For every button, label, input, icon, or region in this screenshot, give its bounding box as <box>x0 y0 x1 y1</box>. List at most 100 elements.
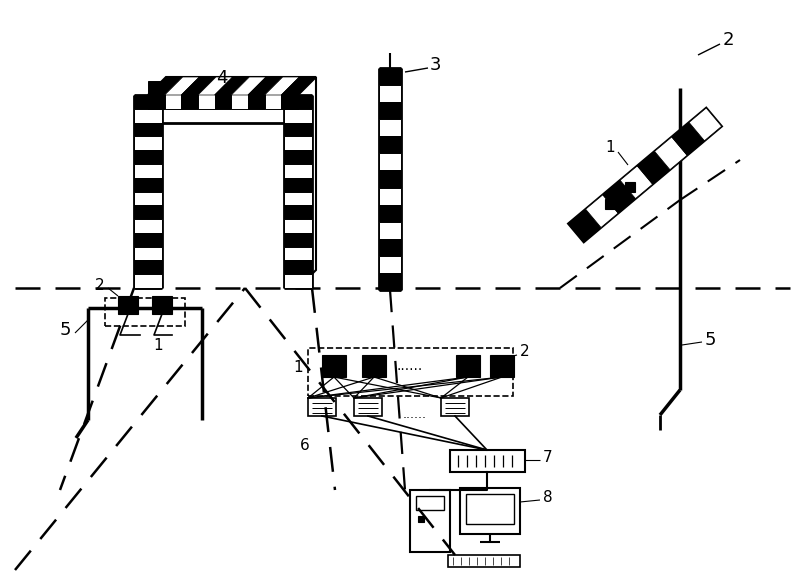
Polygon shape <box>282 81 298 109</box>
Polygon shape <box>284 109 312 122</box>
Polygon shape <box>134 122 162 137</box>
Polygon shape <box>603 180 635 213</box>
Polygon shape <box>134 164 162 178</box>
Polygon shape <box>284 137 312 150</box>
Polygon shape <box>148 77 316 95</box>
Polygon shape <box>284 178 312 192</box>
Bar <box>626 182 635 192</box>
Polygon shape <box>214 81 231 109</box>
Polygon shape <box>379 171 401 188</box>
Text: 2: 2 <box>520 345 530 359</box>
Text: 5: 5 <box>704 331 716 349</box>
Polygon shape <box>672 122 705 155</box>
Bar <box>450 450 525 472</box>
Polygon shape <box>182 77 216 95</box>
Bar <box>354 398 382 416</box>
Polygon shape <box>284 95 312 109</box>
Polygon shape <box>284 122 312 137</box>
Bar <box>410 490 450 552</box>
Polygon shape <box>165 81 182 109</box>
Polygon shape <box>134 150 162 164</box>
Text: 1: 1 <box>293 360 303 376</box>
Polygon shape <box>298 77 316 288</box>
Polygon shape <box>284 164 312 178</box>
Polygon shape <box>284 233 312 247</box>
Polygon shape <box>134 192 162 205</box>
Bar <box>605 199 614 209</box>
Polygon shape <box>134 274 162 288</box>
Polygon shape <box>620 166 653 199</box>
Bar <box>441 398 469 416</box>
Bar <box>490 355 514 377</box>
Bar <box>456 355 480 377</box>
Polygon shape <box>134 95 162 109</box>
Polygon shape <box>638 151 670 184</box>
Bar <box>322 355 346 377</box>
Text: 1: 1 <box>153 338 163 353</box>
Polygon shape <box>379 205 401 222</box>
Polygon shape <box>134 219 162 233</box>
Polygon shape <box>379 239 401 256</box>
Text: 1: 1 <box>605 141 615 155</box>
Bar <box>646 164 656 174</box>
Polygon shape <box>379 102 401 119</box>
Text: 7: 7 <box>543 451 553 465</box>
Polygon shape <box>231 77 266 95</box>
Text: 2: 2 <box>95 278 105 292</box>
Bar <box>418 516 424 522</box>
Polygon shape <box>231 81 248 109</box>
Polygon shape <box>134 260 162 274</box>
Polygon shape <box>165 77 199 95</box>
Polygon shape <box>134 109 162 122</box>
Polygon shape <box>182 81 198 109</box>
Bar <box>362 355 386 377</box>
Polygon shape <box>248 77 282 95</box>
Bar <box>460 488 520 534</box>
Text: 3: 3 <box>430 56 441 74</box>
Polygon shape <box>198 77 233 95</box>
Polygon shape <box>282 77 316 95</box>
Polygon shape <box>568 209 601 242</box>
Polygon shape <box>214 77 250 95</box>
Bar <box>416 496 444 510</box>
Polygon shape <box>689 108 722 141</box>
Polygon shape <box>379 119 401 137</box>
Polygon shape <box>284 219 312 233</box>
Polygon shape <box>379 188 401 205</box>
Polygon shape <box>379 256 401 273</box>
Polygon shape <box>284 192 312 205</box>
Polygon shape <box>134 247 162 260</box>
Polygon shape <box>134 178 162 192</box>
Polygon shape <box>654 137 687 170</box>
Bar <box>308 398 336 416</box>
Polygon shape <box>379 137 401 154</box>
Text: 2: 2 <box>722 31 734 49</box>
Text: 6: 6 <box>300 438 310 452</box>
Polygon shape <box>148 77 182 95</box>
Polygon shape <box>265 81 282 109</box>
Bar <box>152 296 172 314</box>
Polygon shape <box>568 108 722 242</box>
Text: 5: 5 <box>59 321 70 339</box>
Bar <box>448 555 520 567</box>
Bar <box>466 494 514 524</box>
Polygon shape <box>586 195 618 227</box>
Text: 4: 4 <box>216 69 228 87</box>
Polygon shape <box>134 233 162 247</box>
Polygon shape <box>379 273 401 290</box>
Bar <box>105 298 185 326</box>
Polygon shape <box>134 205 162 219</box>
Text: ......: ...... <box>403 408 427 421</box>
Polygon shape <box>248 81 265 109</box>
Bar <box>118 296 138 314</box>
Polygon shape <box>379 154 401 171</box>
Polygon shape <box>284 274 312 288</box>
Polygon shape <box>134 137 162 150</box>
Polygon shape <box>379 222 401 239</box>
Polygon shape <box>284 260 312 274</box>
Polygon shape <box>284 205 312 219</box>
Bar <box>308 348 513 396</box>
Polygon shape <box>148 81 165 109</box>
Polygon shape <box>284 247 312 260</box>
Text: ......: ...... <box>397 359 423 373</box>
